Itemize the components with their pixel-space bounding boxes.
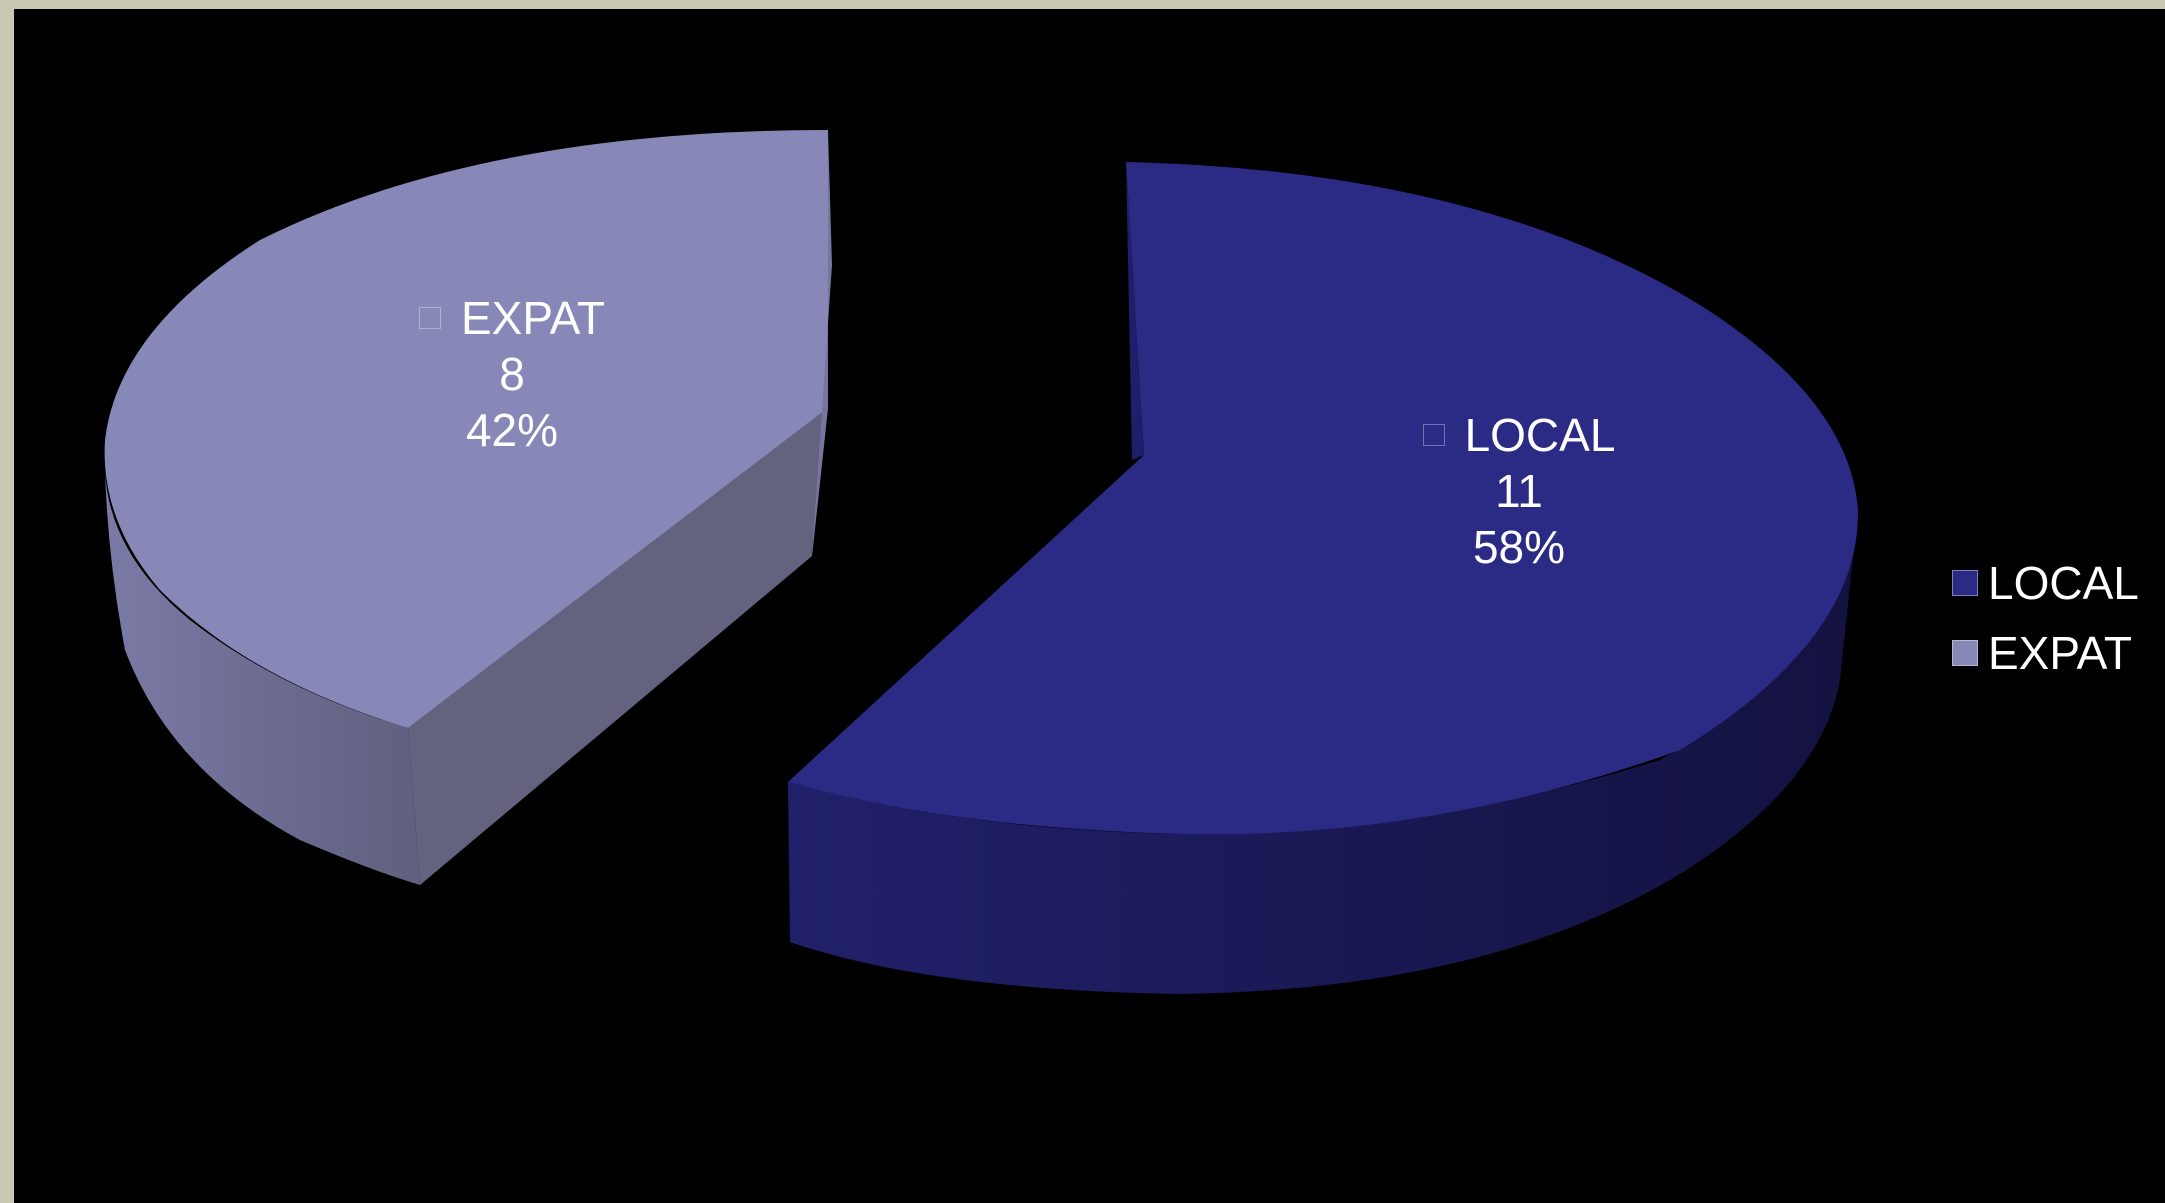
pie-slice-expat-outer-side — [105, 472, 420, 885]
data-label-expat-value: 8 — [499, 348, 525, 400]
data-label-expat-percent: 42% — [465, 404, 559, 456]
data-label-expat-key — [419, 306, 441, 329]
data-label-local-value: 11 — [1495, 465, 1543, 517]
legend-swatch-local — [1952, 569, 1978, 596]
data-label-local: LOCAL 11 58% — [1349, 407, 1689, 575]
pie-slice-local-side — [788, 508, 1858, 994]
legend-label-local: LOCAL — [1988, 557, 2139, 609]
pie-slice-expat-top — [104, 130, 829, 728]
pie-slice-local[interactable] — [788, 162, 1859, 994]
pie-slice-expat[interactable] — [104, 130, 832, 885]
legend-swatch-expat — [1952, 639, 1978, 666]
pie-slice-local-top — [788, 162, 1859, 835]
data-label-local-percent: 58% — [1472, 521, 1566, 573]
legend-item-expat[interactable]: EXPAT — [1952, 618, 2139, 688]
data-label-expat: EXPAT 8 42% — [342, 290, 682, 458]
pie-slice-expat-cut-side — [408, 408, 828, 885]
legend-label-expat: EXPAT — [1988, 627, 2132, 679]
pie-slice-local-edge — [1126, 162, 1144, 460]
data-label-local-key — [1422, 423, 1445, 446]
data-label-local-name: LOCAL — [1464, 409, 1616, 461]
legend-item-local[interactable]: LOCAL — [1952, 548, 2139, 618]
data-label-expat-name: EXPAT — [461, 292, 605, 344]
chart-legend: LOCAL EXPAT — [1952, 548, 2139, 688]
pie-slice-expat-edge — [812, 130, 832, 556]
